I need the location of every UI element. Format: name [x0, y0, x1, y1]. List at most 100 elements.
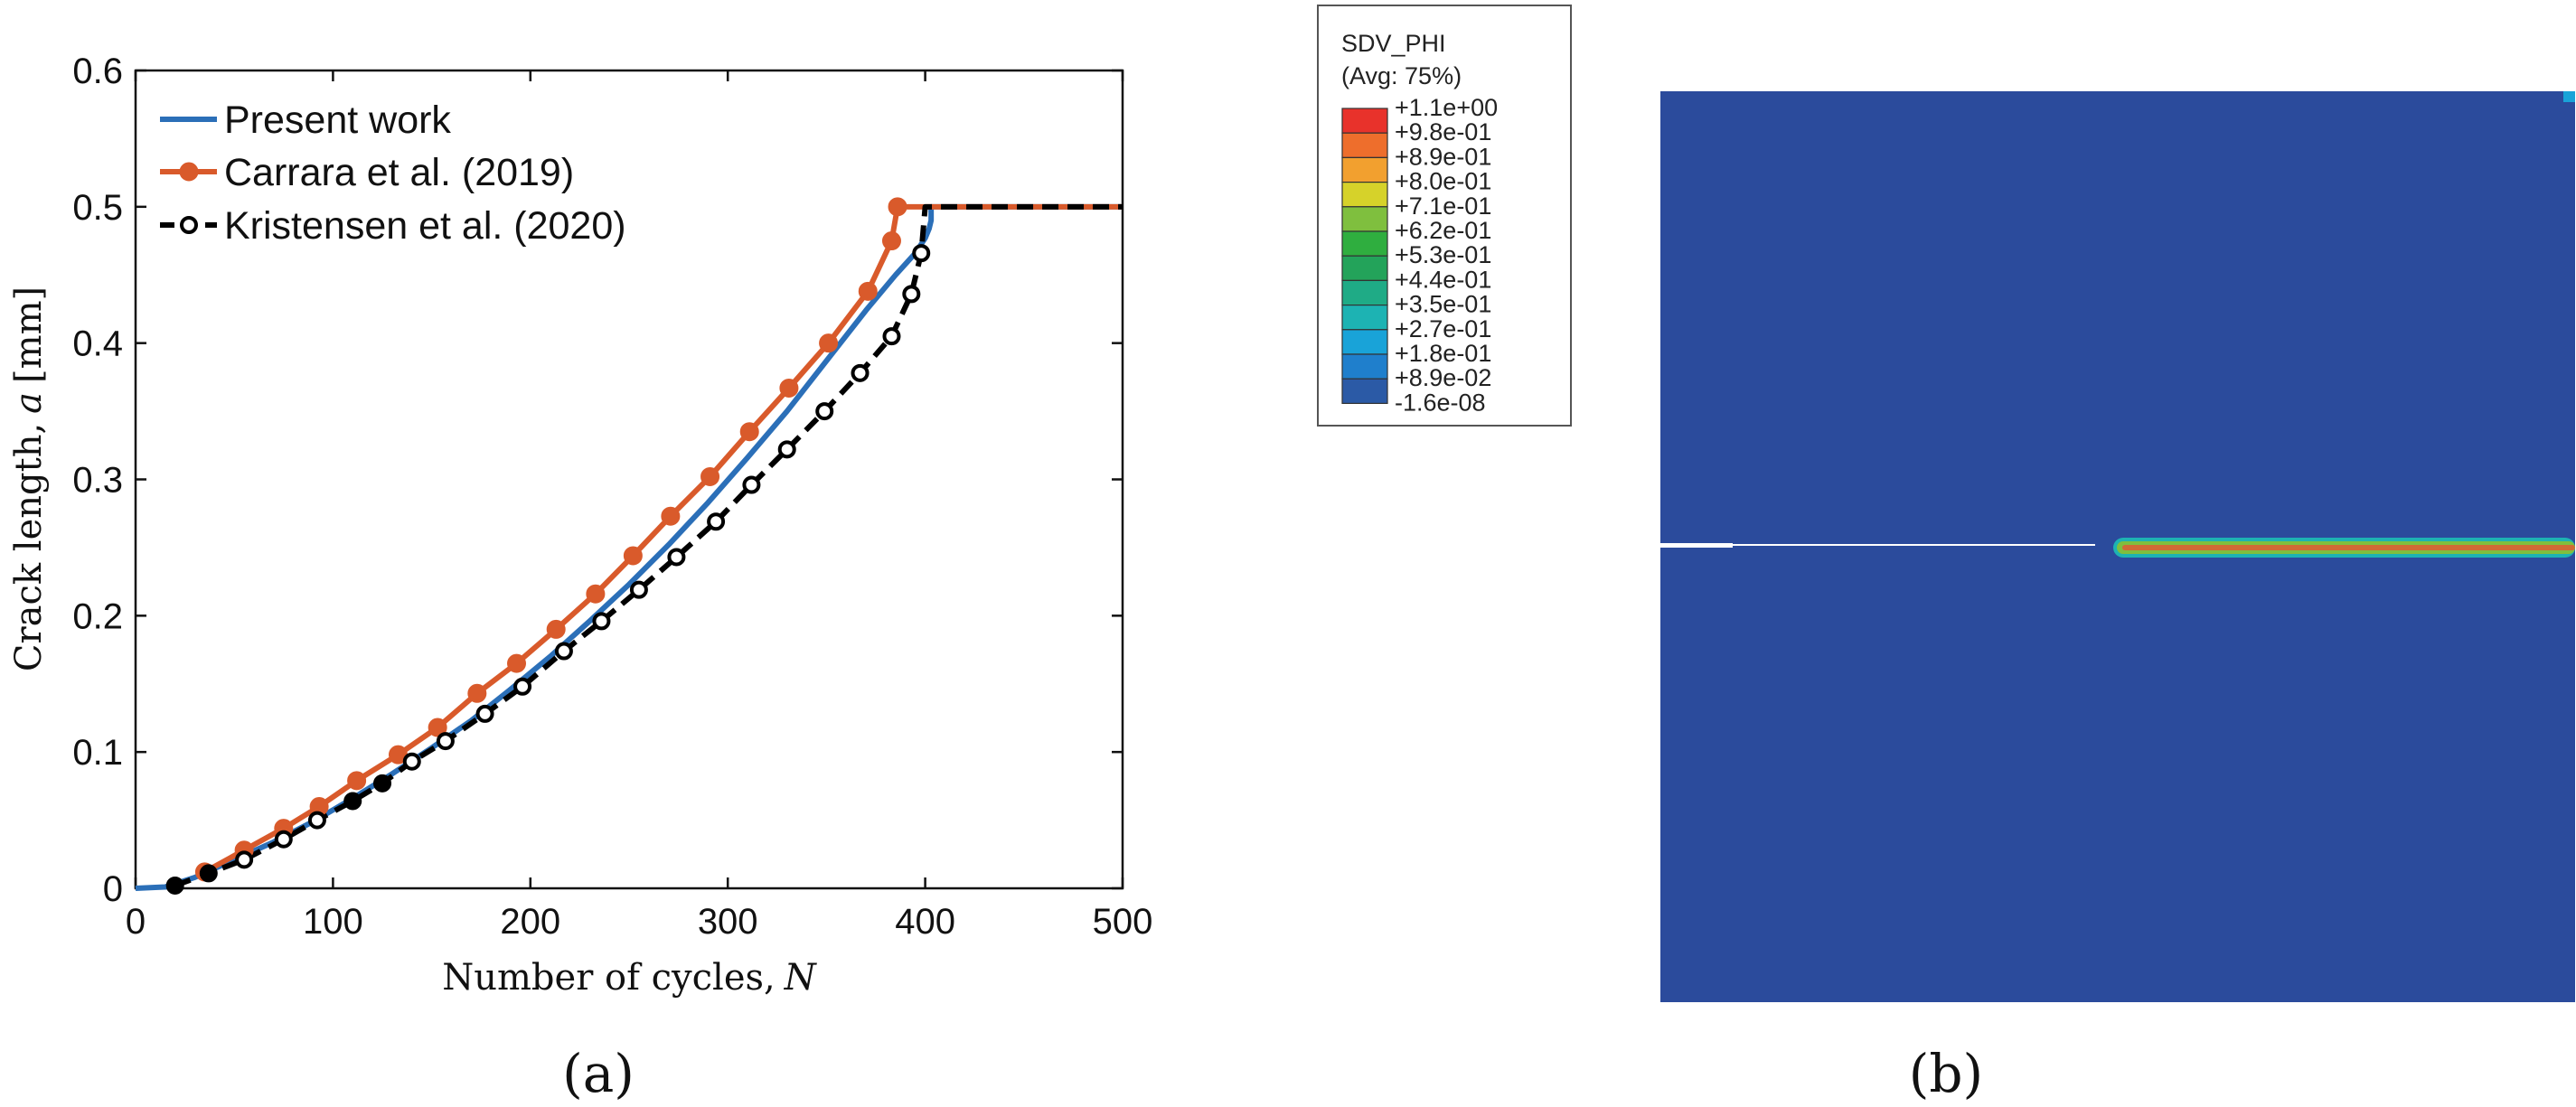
- carrara-point: [819, 333, 839, 353]
- panel-label-b: (b): [1909, 1043, 1983, 1104]
- carrara-point: [661, 506, 681, 526]
- kristensen-point: [165, 876, 184, 895]
- legend: Present work Carrara et al. (2019) Krist…: [160, 99, 626, 248]
- x-axis-label-symbol: N: [784, 957, 818, 999]
- kristensen-point: [554, 642, 573, 661]
- x-axis-label-text: Number of cycles,: [442, 957, 776, 999]
- corner-artifact: [2563, 91, 2575, 102]
- carrara-point: [739, 422, 759, 442]
- colorbar-swatch: [1341, 156, 1388, 183]
- colorbar-label: +8.9e-02: [1395, 364, 1491, 391]
- panel-label-a: (a): [562, 1043, 635, 1104]
- carrara-point: [779, 378, 799, 398]
- y-tick-label: 0.5: [72, 188, 123, 228]
- kristensen-point: [373, 774, 391, 793]
- colorbar-swatch: [1341, 182, 1388, 208]
- colorbar-swatch: [1341, 279, 1388, 306]
- kristensen-point: [667, 548, 686, 567]
- x-tick-label: 100: [303, 902, 363, 942]
- y-tick-label: 0.3: [72, 461, 123, 501]
- colorbar-label: +6.2e-01: [1395, 217, 1491, 244]
- carrara-point: [467, 683, 487, 703]
- y-tick-label: 0.6: [72, 52, 123, 91]
- colorbar-swatch: [1341, 329, 1388, 355]
- colorbar-label: +5.3e-01: [1395, 241, 1491, 268]
- kristensen-point: [882, 327, 901, 346]
- carrara-point: [546, 619, 566, 639]
- legend-label-present-work: Present work: [224, 99, 451, 142]
- y-axis-label: Crack length, a [mm]: [8, 286, 50, 671]
- colorbar-subtitle: (Avg: 75%): [1341, 62, 1462, 89]
- phase-field-contour: SDV_PHI (Avg: 75%) +1.1e+00+9.8e-01+8.9e…: [1317, 5, 2575, 1104]
- colorbar-label: -1.6e-08: [1395, 389, 1486, 416]
- carrara-point: [586, 584, 606, 604]
- y-tick-label: 0.4: [72, 324, 123, 364]
- kristensen-point: [402, 752, 421, 771]
- carrara-point: [347, 771, 367, 791]
- colorbar-label: +1.1e+00: [1395, 94, 1498, 121]
- chart-series: [135, 197, 1123, 895]
- kristensen-point: [851, 363, 870, 382]
- axis-ticks: 0 100 200 300 400 500 0 0.1 0.2 0.3 0.4 0.5 0.6: [72, 52, 1152, 942]
- carrara-point: [428, 718, 447, 737]
- colorbar-title: SDV_PHI: [1341, 30, 1446, 57]
- colorbar-swatch: [1341, 230, 1388, 257]
- y-tick-label: 0: [103, 869, 123, 909]
- carrara-point: [888, 197, 907, 217]
- kristensen-point: [629, 580, 648, 599]
- carrara-point: [881, 231, 901, 251]
- y-axis-label-unit: [mm]: [8, 286, 50, 383]
- y-axis-label-symbol: a: [8, 392, 50, 414]
- y-tick-label: 0.1: [72, 733, 123, 773]
- colorbar-swatch: [1341, 353, 1388, 380]
- colorbar-label: +2.7e-01: [1395, 315, 1491, 342]
- kristensen-point: [592, 612, 611, 631]
- kristensen-point: [307, 811, 326, 830]
- colorbar-swatch: [1341, 206, 1388, 232]
- y-axis-label-text: Crack length,: [8, 423, 50, 671]
- legend-marker-carrara: [179, 162, 199, 182]
- colorbar-swatch: [1341, 132, 1388, 158]
- carrara-point: [623, 546, 643, 566]
- kristensen-point: [742, 475, 761, 494]
- kristensen-point: [199, 864, 218, 883]
- x-tick-label: 200: [500, 902, 560, 942]
- carrara-point: [700, 466, 720, 486]
- colorbar-label: +7.1e-01: [1395, 192, 1491, 220]
- phase-field-band-core: [2122, 545, 2575, 550]
- x-tick-label: 300: [698, 902, 758, 942]
- legend-label-carrara: Carrara et al. (2019): [224, 151, 574, 194]
- legend-label-kristensen: Kristensen et al. (2020): [224, 204, 626, 248]
- kristensen-point: [436, 732, 455, 751]
- colorbar-label: +1.8e-01: [1395, 340, 1491, 367]
- x-tick-label: 400: [895, 902, 955, 942]
- kristensen-point: [707, 512, 726, 531]
- kristensen-point: [912, 244, 931, 263]
- colorbar-label: +9.8e-01: [1395, 118, 1491, 145]
- crack-length-chart: 0 100 200 300 400 500 0 0.1 0.2 0.3 0.4 0.5 0.6 Pres…: [8, 52, 1152, 1104]
- x-tick-label: 500: [1093, 902, 1153, 942]
- colorbar-swatch: [1341, 108, 1388, 134]
- kristensen-point: [777, 440, 796, 459]
- colorbar-label: +8.0e-01: [1395, 168, 1491, 195]
- kristensen-point: [343, 792, 362, 811]
- legend-marker-kristensen: [180, 216, 198, 234]
- carrara-point: [858, 281, 878, 301]
- kristensen-point: [235, 850, 254, 869]
- kristensen-point: [902, 285, 921, 304]
- colorbar-label: +3.5e-01: [1395, 291, 1491, 318]
- colorbar-swatch: [1341, 378, 1388, 405]
- kristensen-point: [475, 704, 494, 723]
- colorbar-label: +4.4e-01: [1395, 266, 1491, 293]
- x-tick-label: 0: [126, 902, 146, 942]
- x-axis-label: Number of cycles, N: [442, 957, 818, 999]
- carrara-point: [507, 653, 527, 673]
- kristensen-point: [815, 402, 834, 421]
- y-tick-label: 0.2: [72, 596, 123, 636]
- colorbar-swatch: [1341, 255, 1388, 282]
- colorbar: +1.1e+00+9.8e-01+8.9e-01+8.0e-01+7.1e-01…: [1341, 94, 1498, 416]
- colorbar-swatch: [1341, 305, 1388, 331]
- colorbar-label: +8.9e-01: [1395, 143, 1491, 170]
- kristensen-point: [513, 677, 532, 696]
